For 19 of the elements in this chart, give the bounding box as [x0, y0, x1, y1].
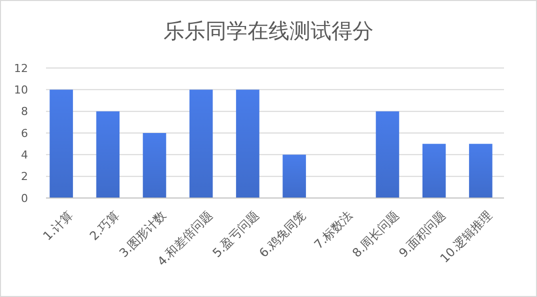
- bar: [189, 90, 213, 198]
- y-tick-label: 8: [21, 105, 28, 118]
- bar: [96, 111, 120, 198]
- x-tick-label: 1.计算: [40, 208, 76, 244]
- y-tick-label: 10: [14, 84, 28, 97]
- bar: [376, 111, 400, 198]
- y-tick-label: 12: [14, 62, 28, 75]
- y-tick-label: 2: [21, 170, 28, 184]
- bar: [469, 144, 492, 198]
- y-tick-label: 4: [21, 148, 28, 162]
- bar: [282, 154, 306, 198]
- y-tick-label: 6: [21, 126, 28, 140]
- y-tick-label: 0: [21, 192, 28, 205]
- bar: [236, 90, 260, 198]
- bar: [142, 133, 166, 198]
- bar: [50, 90, 73, 198]
- x-tick-label: 2.巧算: [86, 208, 122, 244]
- chart-title: 乐乐同学在线测试得分: [164, 19, 374, 43]
- bar: [422, 144, 446, 198]
